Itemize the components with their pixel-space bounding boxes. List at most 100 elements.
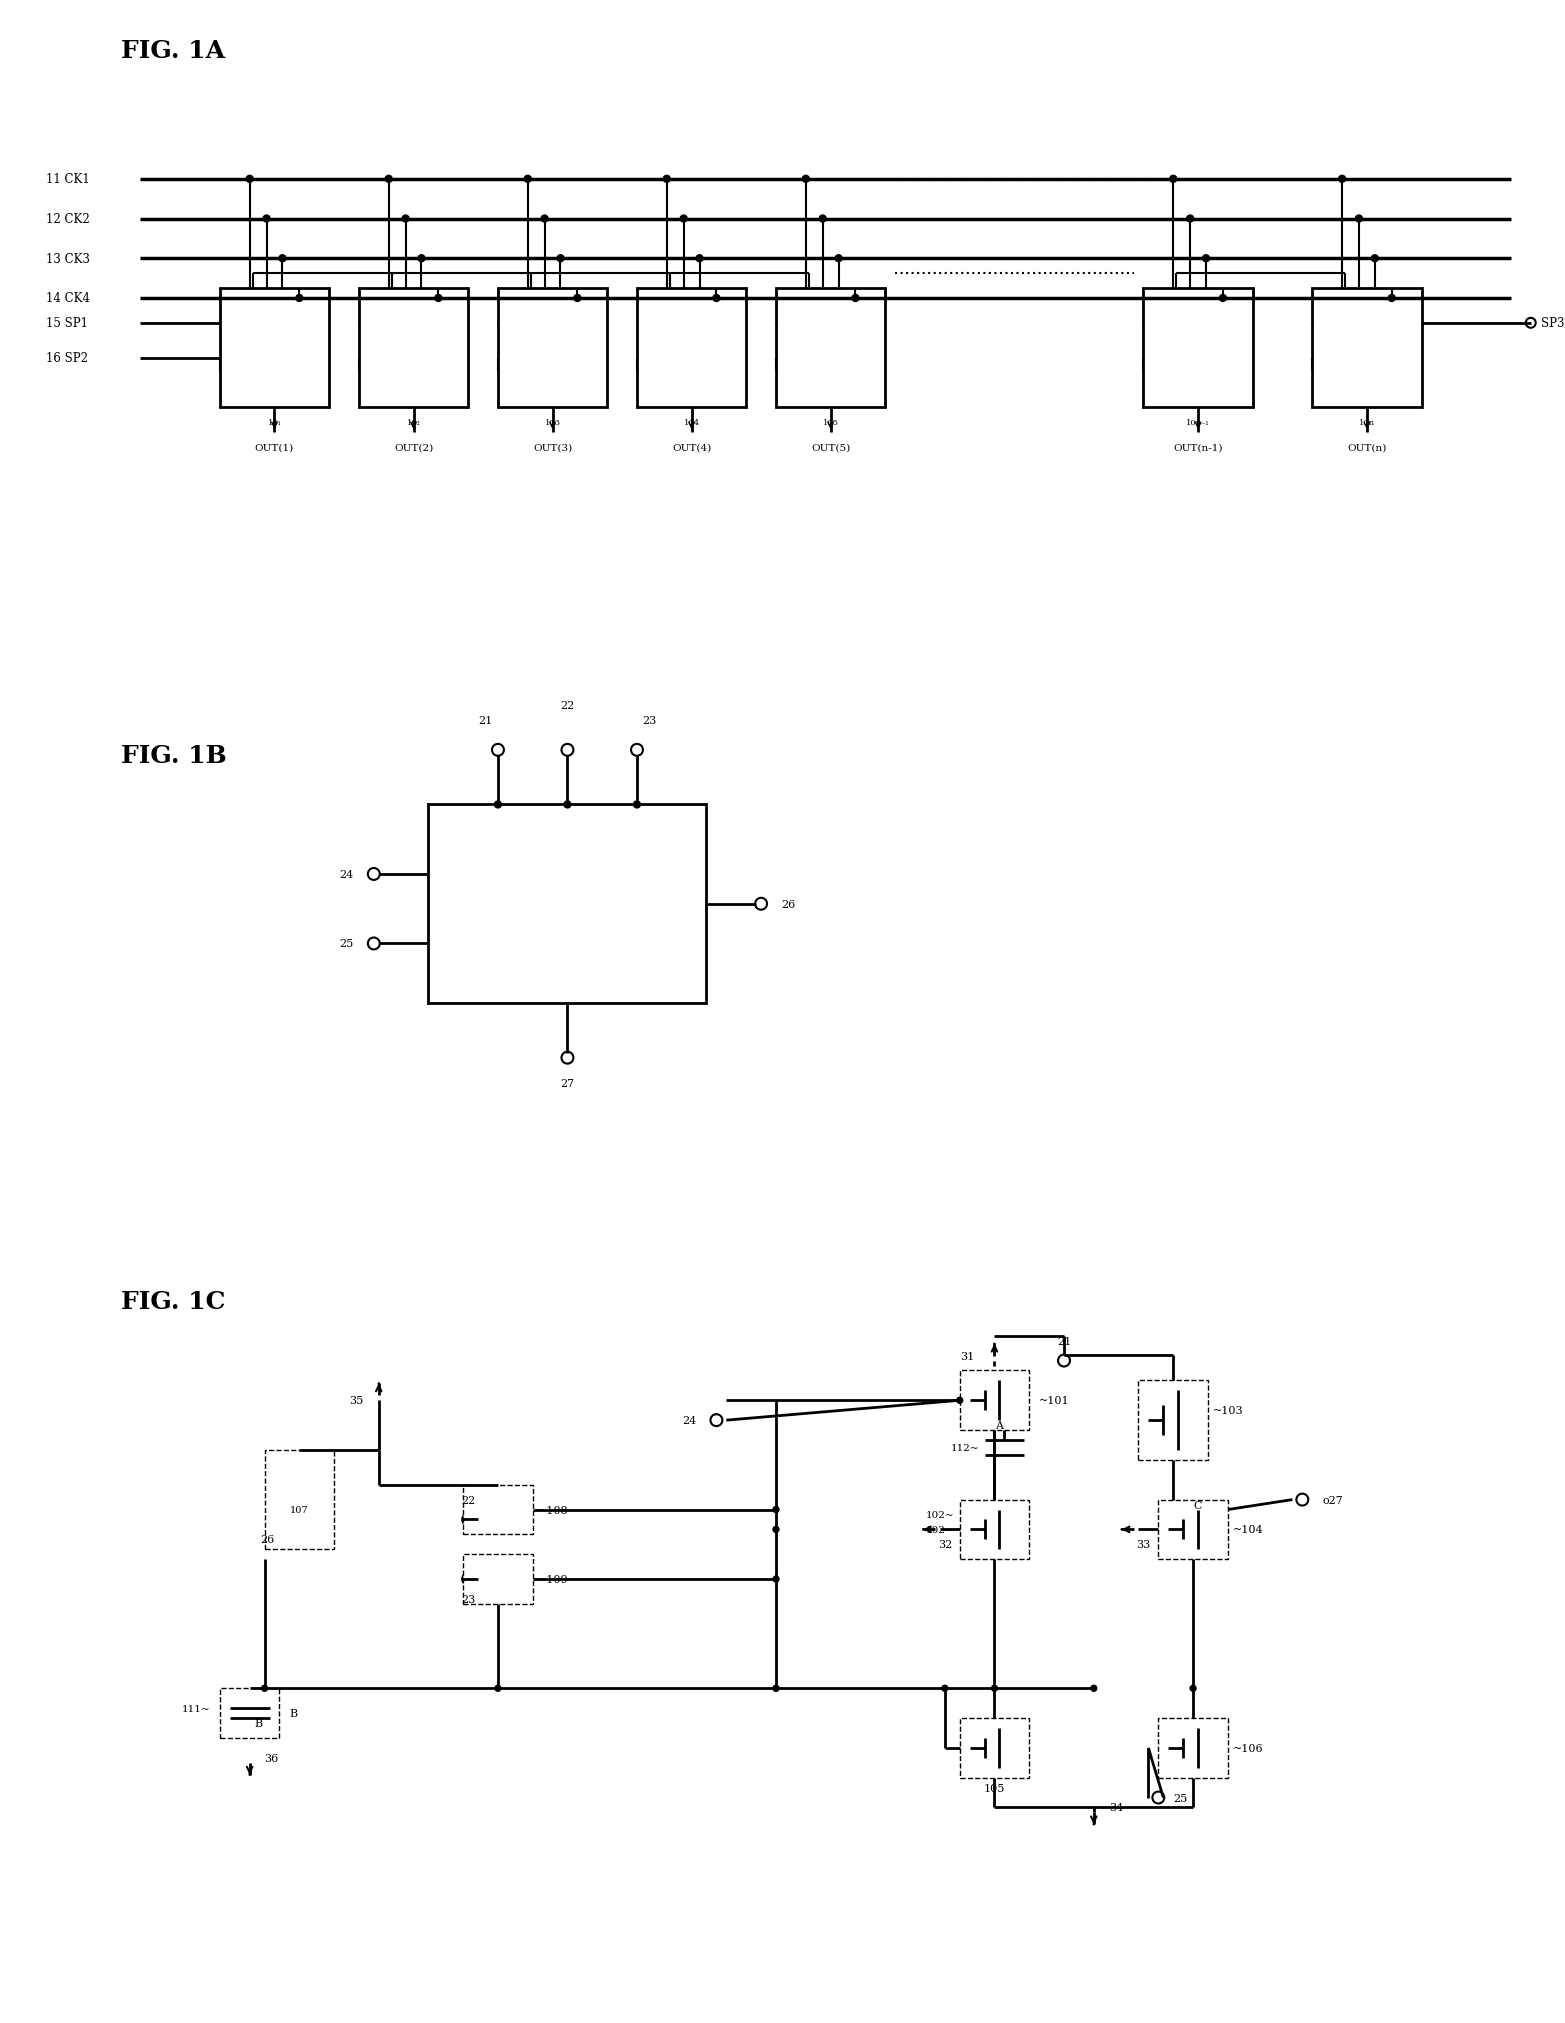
Circle shape bbox=[956, 1398, 962, 1404]
Text: 11 CK1: 11 CK1 bbox=[45, 174, 89, 186]
Circle shape bbox=[541, 216, 548, 223]
Text: 105: 105 bbox=[823, 419, 839, 427]
Circle shape bbox=[773, 1685, 779, 1691]
Text: FIG. 1B: FIG. 1B bbox=[121, 742, 227, 767]
Bar bbox=[463, 1485, 532, 1535]
Circle shape bbox=[773, 1576, 779, 1582]
Circle shape bbox=[261, 1685, 268, 1691]
Circle shape bbox=[562, 744, 573, 757]
Text: 24: 24 bbox=[340, 870, 354, 880]
Circle shape bbox=[283, 1533, 296, 1546]
Text: 12 CK2: 12 CK2 bbox=[45, 212, 89, 227]
Circle shape bbox=[773, 1527, 779, 1533]
Text: 104: 104 bbox=[684, 419, 700, 427]
Text: 103: 103 bbox=[545, 419, 560, 427]
Circle shape bbox=[1219, 295, 1227, 301]
Circle shape bbox=[1526, 320, 1535, 328]
Text: 102~: 102~ bbox=[926, 1511, 955, 1519]
Bar bbox=[358, 289, 468, 409]
Text: C: C bbox=[1194, 1499, 1202, 1509]
Circle shape bbox=[563, 801, 571, 809]
Text: OUT(n-1): OUT(n-1) bbox=[1174, 443, 1222, 453]
Circle shape bbox=[818, 216, 826, 223]
Bar bbox=[959, 1499, 1030, 1560]
Text: 10n₋₁: 10n₋₁ bbox=[1186, 419, 1210, 427]
Circle shape bbox=[435, 295, 441, 301]
Text: 25: 25 bbox=[340, 939, 354, 949]
Text: 16 SP2: 16 SP2 bbox=[45, 352, 88, 364]
Text: 23: 23 bbox=[462, 1594, 476, 1604]
Bar bbox=[264, 1450, 333, 1550]
Circle shape bbox=[1355, 216, 1363, 223]
Text: SP3: SP3 bbox=[1540, 318, 1563, 330]
Circle shape bbox=[495, 1685, 501, 1691]
Text: OUT(4): OUT(4) bbox=[671, 443, 711, 453]
Text: 15 SP1: 15 SP1 bbox=[45, 318, 88, 330]
Text: ~106: ~106 bbox=[1233, 1744, 1263, 1754]
Circle shape bbox=[246, 176, 254, 184]
Circle shape bbox=[263, 216, 271, 223]
Text: B: B bbox=[255, 1718, 263, 1728]
Text: 111~: 111~ bbox=[182, 1703, 210, 1713]
Text: FIG. 1A: FIG. 1A bbox=[121, 38, 225, 63]
Circle shape bbox=[491, 744, 504, 757]
Bar bbox=[1158, 1718, 1229, 1778]
Bar bbox=[219, 289, 329, 409]
Text: 36: 36 bbox=[264, 1754, 279, 1762]
Text: 25: 25 bbox=[1174, 1792, 1188, 1802]
Circle shape bbox=[942, 1685, 948, 1691]
Bar bbox=[776, 289, 886, 409]
Circle shape bbox=[756, 898, 767, 910]
Circle shape bbox=[296, 295, 302, 301]
Circle shape bbox=[368, 868, 380, 880]
Text: 22: 22 bbox=[560, 700, 574, 710]
Text: OUT(5): OUT(5) bbox=[811, 443, 850, 453]
Circle shape bbox=[368, 939, 380, 951]
Text: ~108: ~108 bbox=[538, 1505, 568, 1515]
Circle shape bbox=[524, 176, 531, 184]
Text: OUT(3): OUT(3) bbox=[534, 443, 573, 453]
Text: A: A bbox=[995, 1420, 1003, 1430]
Circle shape bbox=[992, 1685, 997, 1691]
Bar bbox=[1313, 289, 1421, 409]
Circle shape bbox=[1338, 176, 1346, 184]
Text: 10n: 10n bbox=[1358, 419, 1376, 427]
Text: 102~: 102~ bbox=[926, 1525, 955, 1533]
Text: 23: 23 bbox=[642, 716, 656, 726]
Circle shape bbox=[1189, 1685, 1196, 1691]
Text: 14 CK4: 14 CK4 bbox=[45, 291, 91, 305]
Circle shape bbox=[1058, 1355, 1070, 1368]
Text: OUT(1): OUT(1) bbox=[255, 443, 294, 453]
Circle shape bbox=[462, 1574, 474, 1586]
Text: ~103: ~103 bbox=[1213, 1406, 1244, 1416]
Bar bbox=[1138, 1382, 1208, 1461]
Bar bbox=[498, 289, 607, 409]
Bar bbox=[219, 1689, 280, 1738]
Circle shape bbox=[1152, 1792, 1164, 1805]
Text: OUT(n): OUT(n) bbox=[1347, 443, 1387, 453]
Circle shape bbox=[279, 255, 286, 263]
Text: OUT(2): OUT(2) bbox=[394, 443, 434, 453]
Circle shape bbox=[1186, 216, 1194, 223]
Text: 33: 33 bbox=[1136, 1540, 1150, 1550]
Text: 21: 21 bbox=[1056, 1335, 1070, 1345]
Bar bbox=[637, 289, 747, 409]
Bar bbox=[429, 805, 706, 1003]
Text: 13 CK3: 13 CK3 bbox=[45, 253, 91, 265]
Circle shape bbox=[681, 216, 687, 223]
Text: 32: 32 bbox=[937, 1540, 952, 1550]
Text: 24: 24 bbox=[682, 1416, 696, 1426]
Circle shape bbox=[803, 176, 809, 184]
Text: 107: 107 bbox=[290, 1505, 308, 1515]
Circle shape bbox=[1091, 1685, 1097, 1691]
Circle shape bbox=[696, 255, 703, 263]
Bar bbox=[959, 1718, 1030, 1778]
Bar bbox=[463, 1554, 532, 1604]
Circle shape bbox=[714, 295, 720, 301]
Text: 27: 27 bbox=[560, 1078, 574, 1088]
Text: ~109: ~109 bbox=[538, 1574, 568, 1584]
Text: 10₁: 10₁ bbox=[268, 419, 282, 427]
Text: ~101: ~101 bbox=[1039, 1396, 1070, 1406]
Circle shape bbox=[1169, 176, 1177, 184]
Circle shape bbox=[562, 1052, 573, 1064]
